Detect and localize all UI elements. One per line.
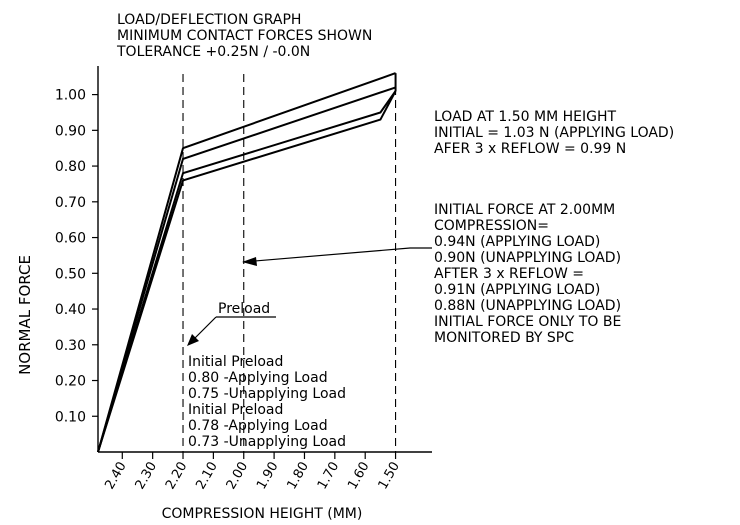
force-note-line-3: 0.94N (APPLYING LOAD) bbox=[434, 234, 600, 250]
y-tick-label: 0.30 bbox=[55, 338, 86, 354]
y-tick-label: 0.10 bbox=[55, 409, 86, 425]
preload-arrowhead bbox=[187, 334, 199, 346]
chart-title: LOAD/DEFLECTION GRAPH MINIMUM CONTACT FO… bbox=[116, 12, 372, 60]
x-tick-label: 2.10 bbox=[193, 460, 220, 493]
load-note-line-2: INITIAL = 1.03 N (APPLYING LOAD) bbox=[434, 125, 674, 141]
load-annotation: LOAD AT 1.50 MM HEIGHT INITIAL = 1.03 N … bbox=[434, 109, 674, 157]
force-curve-2 bbox=[97, 86, 396, 453]
reference-lines bbox=[182, 74, 397, 452]
y-tick-label: 0.20 bbox=[55, 374, 86, 390]
y-axis-label: NORMAL FORCE bbox=[16, 255, 34, 375]
title-line-3: TOLERANCE +0.25N / -0.0N bbox=[116, 44, 310, 60]
force-note-line-5: AFTER 3 x REFLOW = bbox=[434, 266, 584, 282]
y-tick-label: 0.50 bbox=[55, 266, 86, 282]
preload-line-5: 0.78 -Applying Load bbox=[188, 418, 328, 434]
initial-force-annotation: INITIAL FORCE AT 2.00MM COMPRESSION= 0.9… bbox=[434, 202, 621, 346]
y-tick-label: 0.80 bbox=[55, 159, 86, 175]
force-curve-4 bbox=[97, 90, 397, 453]
preload-line-6: 0.73 -Unapplying Load bbox=[188, 434, 346, 450]
force-note-line-1: INITIAL FORCE AT 2.00MM bbox=[434, 202, 615, 218]
preload-callout: Preload bbox=[187, 301, 276, 346]
preload-line-1: Initial Preload bbox=[188, 354, 283, 370]
x-tick-label: 1.90 bbox=[254, 460, 281, 493]
x-tick-label: 1.50 bbox=[376, 460, 403, 493]
x-tick-label: 1.70 bbox=[315, 460, 342, 493]
force-note-line-6: 0.91N (APPLYING LOAD) bbox=[434, 282, 600, 298]
x-tick-label: 1.80 bbox=[284, 460, 311, 493]
load-note-line-3: AFER 3 x REFLOW = 0.99 N bbox=[434, 141, 626, 157]
force-note-line-4: 0.90N (UNAPPLYING LOAD) bbox=[434, 250, 621, 266]
preload-line-2: 0.80 -Applying Load bbox=[188, 370, 328, 386]
y-tick-label: 0.60 bbox=[55, 231, 86, 247]
x-ticks: 2.40 2.30 2.20 2.10 2.00 1.90 1.80 1.70 1.60 1.50 bbox=[102, 452, 403, 492]
y-ticks: 1.00 0.90 0.80 0.70 0.60 0.50 0.40 0.30 0.20 0.10 bbox=[55, 88, 98, 425]
y-tick-label: 1.00 bbox=[55, 88, 86, 104]
title-line-2: MINIMUM CONTACT FORCES SHOWN bbox=[117, 28, 372, 44]
force-note-line-7: 0.88N (UNAPPLYING LOAD) bbox=[434, 298, 621, 314]
x-tick-label: 2.20 bbox=[163, 460, 190, 493]
preload-values: Initial Preload 0.80 -Applying Load 0.75… bbox=[188, 354, 346, 450]
x-tick-label: 2.40 bbox=[102, 460, 129, 493]
x-tick-label: 2.00 bbox=[224, 460, 251, 493]
preload-label: Preload bbox=[218, 301, 270, 317]
x-tick-label: 1.60 bbox=[345, 460, 372, 493]
preload-line-3: 0.75 -Unapplying Load bbox=[188, 386, 346, 402]
force-note-line-9: MONITORED BY SPC bbox=[434, 330, 574, 346]
y-tick-label: 0.40 bbox=[55, 302, 86, 318]
force-curves bbox=[97, 72, 397, 453]
x-axis-label: COMPRESSION HEIGHT (MM) bbox=[162, 506, 363, 522]
leader-arrowhead bbox=[242, 257, 257, 266]
y-tick-label: 0.90 bbox=[55, 123, 86, 139]
force-leader-arrow bbox=[242, 247, 432, 266]
x-tick-label: 2.30 bbox=[133, 460, 160, 493]
title-line-1: LOAD/DEFLECTION GRAPH bbox=[117, 12, 301, 28]
force-note-line-8: INITIAL FORCE ONLY TO BE bbox=[434, 314, 621, 330]
preload-line-4: Initial Preload bbox=[188, 402, 283, 418]
force-curve-3 bbox=[97, 90, 397, 453]
force-note-line-2: COMPRESSION= bbox=[434, 218, 549, 234]
load-note-line-1: LOAD AT 1.50 MM HEIGHT bbox=[434, 109, 616, 125]
y-tick-label: 0.70 bbox=[55, 195, 86, 211]
